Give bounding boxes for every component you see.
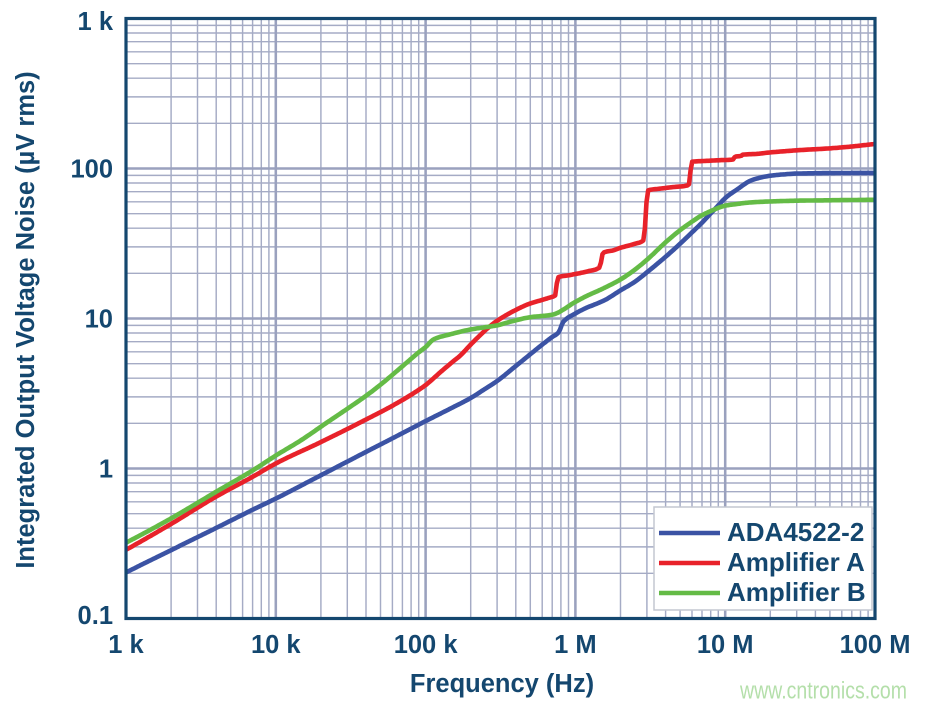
svg-text:10 M: 10 M (697, 631, 754, 659)
svg-text:0.1: 0.1 (78, 602, 113, 630)
svg-text:ADA4522-2: ADA4522-2 (727, 517, 864, 547)
svg-text:Amplifier B: Amplifier B (727, 577, 866, 607)
svg-text:100 M: 100 M (840, 631, 911, 659)
svg-text:1 k: 1 k (108, 631, 144, 659)
svg-text:100 k: 100 k (394, 631, 459, 659)
svg-text:Frequency (Hz): Frequency (Hz) (410, 670, 594, 698)
svg-text:100: 100 (70, 156, 113, 184)
svg-text:www.cntronics.com: www.cntronics.com (739, 678, 907, 705)
svg-text:Amplifier A: Amplifier A (727, 547, 865, 577)
svg-text:1 k: 1 k (78, 8, 114, 36)
svg-text:1: 1 (99, 456, 113, 484)
svg-text:10 k: 10 k (251, 631, 301, 659)
svg-text:1 M: 1 M (554, 631, 597, 659)
svg-text:10: 10 (85, 306, 113, 334)
svg-text:Integrated Output Voltage Nois: Integrated Output Voltage Noise (µV rms) (12, 71, 40, 568)
